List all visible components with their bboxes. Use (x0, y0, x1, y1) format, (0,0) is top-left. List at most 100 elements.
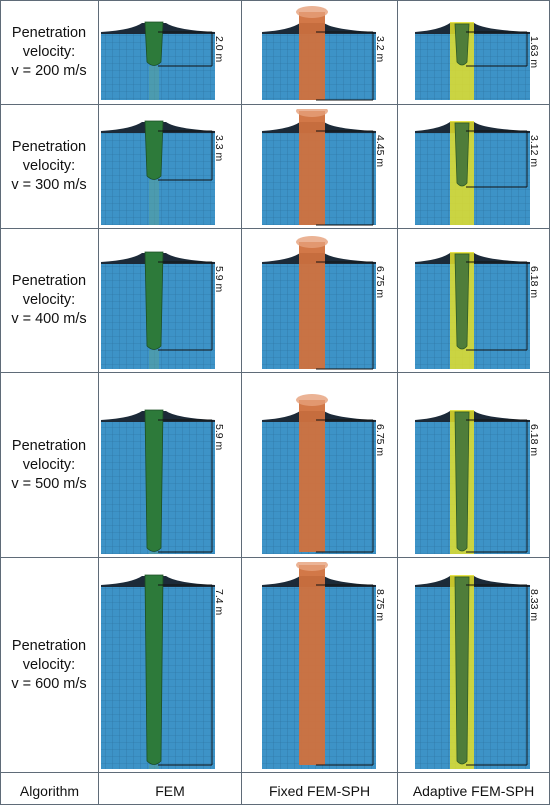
projectile (454, 122, 470, 187)
panel-fixed-row-3: 6.75 m (262, 236, 386, 370)
depth-dimension: 8.33 m (466, 584, 540, 766)
depth-dimension: 3.2 m (316, 31, 386, 101)
grid-line (98, 0, 99, 805)
particle-wake (149, 765, 159, 769)
projectile (144, 251, 164, 350)
panel-adaptive-row-1: 1.63 m (415, 22, 540, 100)
panel-fixed-row-1: 3.2 m (262, 6, 386, 101)
depth-label-adaptive: 6.18 m (528, 266, 540, 298)
row-label-line: v = 600 m/s (11, 675, 87, 692)
particle-wake (149, 180, 159, 225)
depth-label-fixed: 3.2 m (374, 36, 386, 63)
simulation-canvas: 2.0 m 3.2 m 1.63 m 3.3 m 4.45 m 3.12 m 5.9 m 6.… (101, 6, 540, 769)
sph-spray (296, 6, 328, 18)
sph-spray (296, 109, 328, 117)
projectile (299, 242, 325, 369)
grid-line (0, 772, 550, 773)
projectile (299, 565, 325, 765)
row-label-line: velocity: (22, 656, 76, 673)
depth-label-adaptive: 8.33 m (528, 589, 540, 621)
depth-dimension: 1.63 m (466, 31, 540, 68)
depth-label-fem: 3.3 m (213, 135, 225, 162)
panel-adaptive-row-2: 3.12 m (415, 121, 540, 225)
sph-spray (296, 394, 328, 406)
projectile (144, 120, 164, 180)
depth-label-fixed: 4.45 m (374, 135, 386, 167)
depth-label-fixed: 6.75 m (374, 266, 386, 298)
depth-dimension: 3.12 m (466, 130, 540, 188)
grid-line (0, 804, 550, 805)
depth-label-fem: 5.9 m (213, 424, 225, 451)
panel-fem-row-3: 5.9 m (101, 251, 225, 369)
grid-line (0, 0, 550, 1)
row-label-line: Penetration (11, 437, 87, 454)
projectile (299, 400, 325, 552)
grid-line (0, 104, 550, 105)
depth-label-adaptive: 6.18 m (528, 424, 540, 456)
row-label-line: velocity: (22, 158, 76, 174)
row-label-line: v = 200 m/s (11, 63, 87, 79)
depth-dimension: 4.45 m (316, 130, 386, 226)
row-label-300: Penetration velocity: v = 300 m/s (0, 105, 98, 228)
projectile (454, 576, 470, 765)
projectile (144, 409, 164, 552)
depth-label-fixed: 8.75 m (374, 589, 386, 621)
grid-line (0, 228, 550, 229)
row-label-line: velocity: (22, 44, 76, 60)
row-label-line: v = 500 m/s (11, 475, 87, 492)
particle-wake (149, 552, 159, 554)
particle-wake (149, 66, 159, 100)
depth-dimension: 2.0 m (158, 31, 225, 67)
depth-label-fem: 5.9 m (213, 266, 225, 293)
projectile (299, 111, 325, 225)
row-label-line: Penetration (11, 139, 87, 155)
panel-fem-row-1: 2.0 m (101, 21, 225, 100)
sph-spray (296, 562, 328, 571)
depth-dimension: 6.18 m (466, 261, 540, 351)
footer-algorithm: Algorithm (19, 783, 80, 799)
projectile (144, 574, 164, 765)
row-label-200: Penetration velocity: v = 200 m/s (0, 1, 98, 104)
sph-spray (296, 236, 328, 248)
depth-label-fixed: 6.75 m (374, 424, 386, 456)
row-label-400: Penetration velocity: v = 400 m/s (0, 229, 98, 372)
depth-dimension: 5.9 m (158, 261, 225, 351)
projectile (144, 21, 164, 66)
row-label-500: Penetration velocity: v = 500 m/s (0, 373, 98, 557)
depth-label-fem: 2.0 m (213, 36, 225, 63)
panel-fem-row-4: 5.9 m (101, 409, 225, 554)
depth-dimension: 6.75 m (316, 419, 386, 553)
panel-fem-row-5: 7.4 m (101, 574, 225, 769)
row-label-line: Penetration (11, 25, 87, 41)
depth-label-fem: 7.4 m (213, 589, 225, 616)
depth-dimension: 5.9 m (158, 419, 225, 553)
depth-dimension: 6.18 m (466, 419, 540, 553)
grid-line (0, 557, 550, 558)
grid-line (397, 0, 398, 805)
row-label-line: Penetration (11, 637, 87, 654)
panel-fixed-row-5: 8.75 m (262, 562, 386, 769)
depth-dimension: 3.3 m (158, 130, 225, 181)
footer-adaptive-fem-sph: Adaptive FEM-SPH (412, 783, 535, 799)
projectile (454, 253, 470, 350)
depth-label-adaptive: 1.63 m (528, 36, 540, 68)
row-label-line: v = 300 m/s (11, 177, 87, 193)
row-label-line: velocity: (22, 456, 76, 473)
panel-fixed-row-2: 4.45 m (262, 109, 386, 226)
footer-fixed-fem-sph: Fixed FEM-SPH (268, 783, 371, 799)
panel-adaptive-row-3: 6.18 m (415, 252, 540, 369)
panel-fem-row-2: 3.3 m (101, 120, 225, 225)
projectile (454, 411, 470, 552)
grid-line (0, 372, 550, 373)
depth-dimension: 6.75 m (316, 261, 386, 370)
row-label-600: Penetration velocity: v = 600 m/s (0, 558, 98, 772)
projectile (299, 12, 325, 100)
depth-label-adaptive: 3.12 m (528, 135, 540, 167)
depth-dimension: 8.75 m (316, 584, 386, 766)
panel-adaptive-row-5: 8.33 m (415, 575, 540, 769)
row-label-line: Penetration (11, 273, 87, 289)
panel-fixed-row-4: 6.75 m (262, 394, 386, 554)
grid-line (241, 0, 242, 805)
footer-fem: FEM (155, 783, 185, 799)
